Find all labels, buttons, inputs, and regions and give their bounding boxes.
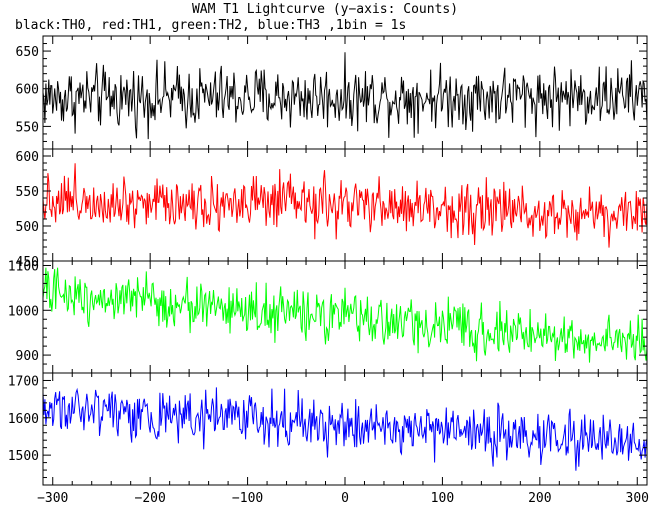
y-tick-label: 1100 xyxy=(8,259,39,274)
x-tick-label: −100 xyxy=(232,491,263,505)
y-tick-label: 600 xyxy=(16,83,39,98)
y-tick-label: 550 xyxy=(16,185,39,200)
chart-title: WAM T1 Lightcurve (y−axis: Counts) xyxy=(192,2,458,17)
series-line-th3 xyxy=(43,387,647,471)
y-tick-label: 450 xyxy=(16,255,39,270)
y-tick-label: 550 xyxy=(16,120,39,135)
y-tick-label: 1000 xyxy=(8,304,39,319)
x-axis: −300 −200 −100 0 100 200 300 xyxy=(37,491,649,505)
y-tick-label: 1700 xyxy=(8,374,39,389)
panel-th0: 550 600 650 xyxy=(16,35,648,150)
panel-th1: 450 500 550 600 xyxy=(16,148,648,270)
x-tick-label: −200 xyxy=(135,491,166,505)
x-tick-label: 0 xyxy=(341,491,349,505)
y-tick-label: 600 xyxy=(16,150,39,165)
y-tick-label: 1500 xyxy=(8,449,39,464)
x-tick-label: 200 xyxy=(528,491,551,505)
panel-frame xyxy=(42,260,648,374)
y-tick-label: 650 xyxy=(16,45,39,60)
panel-th2: 900 1000 1100 xyxy=(8,259,648,374)
y-tick-label: 900 xyxy=(16,349,39,364)
series-line-th0 xyxy=(43,52,647,140)
panel-th3: 1500 1600 1700 xyxy=(8,372,648,486)
panels: 550 600 650 450 500 550 600 900 1000 1100 1500 1600… xyxy=(8,35,648,486)
x-tick-label: 300 xyxy=(626,491,649,505)
chart-subtitle: black:TH0, red:TH1, green:TH2, blue:TH3 … xyxy=(15,18,406,33)
y-tick-label: 500 xyxy=(16,220,39,235)
x-tick-label: 100 xyxy=(431,491,454,505)
x-tick-label: −300 xyxy=(37,491,68,505)
y-tick-label: 1600 xyxy=(8,412,39,427)
series-line-th2 xyxy=(43,267,647,363)
series-line-th1 xyxy=(43,163,647,248)
